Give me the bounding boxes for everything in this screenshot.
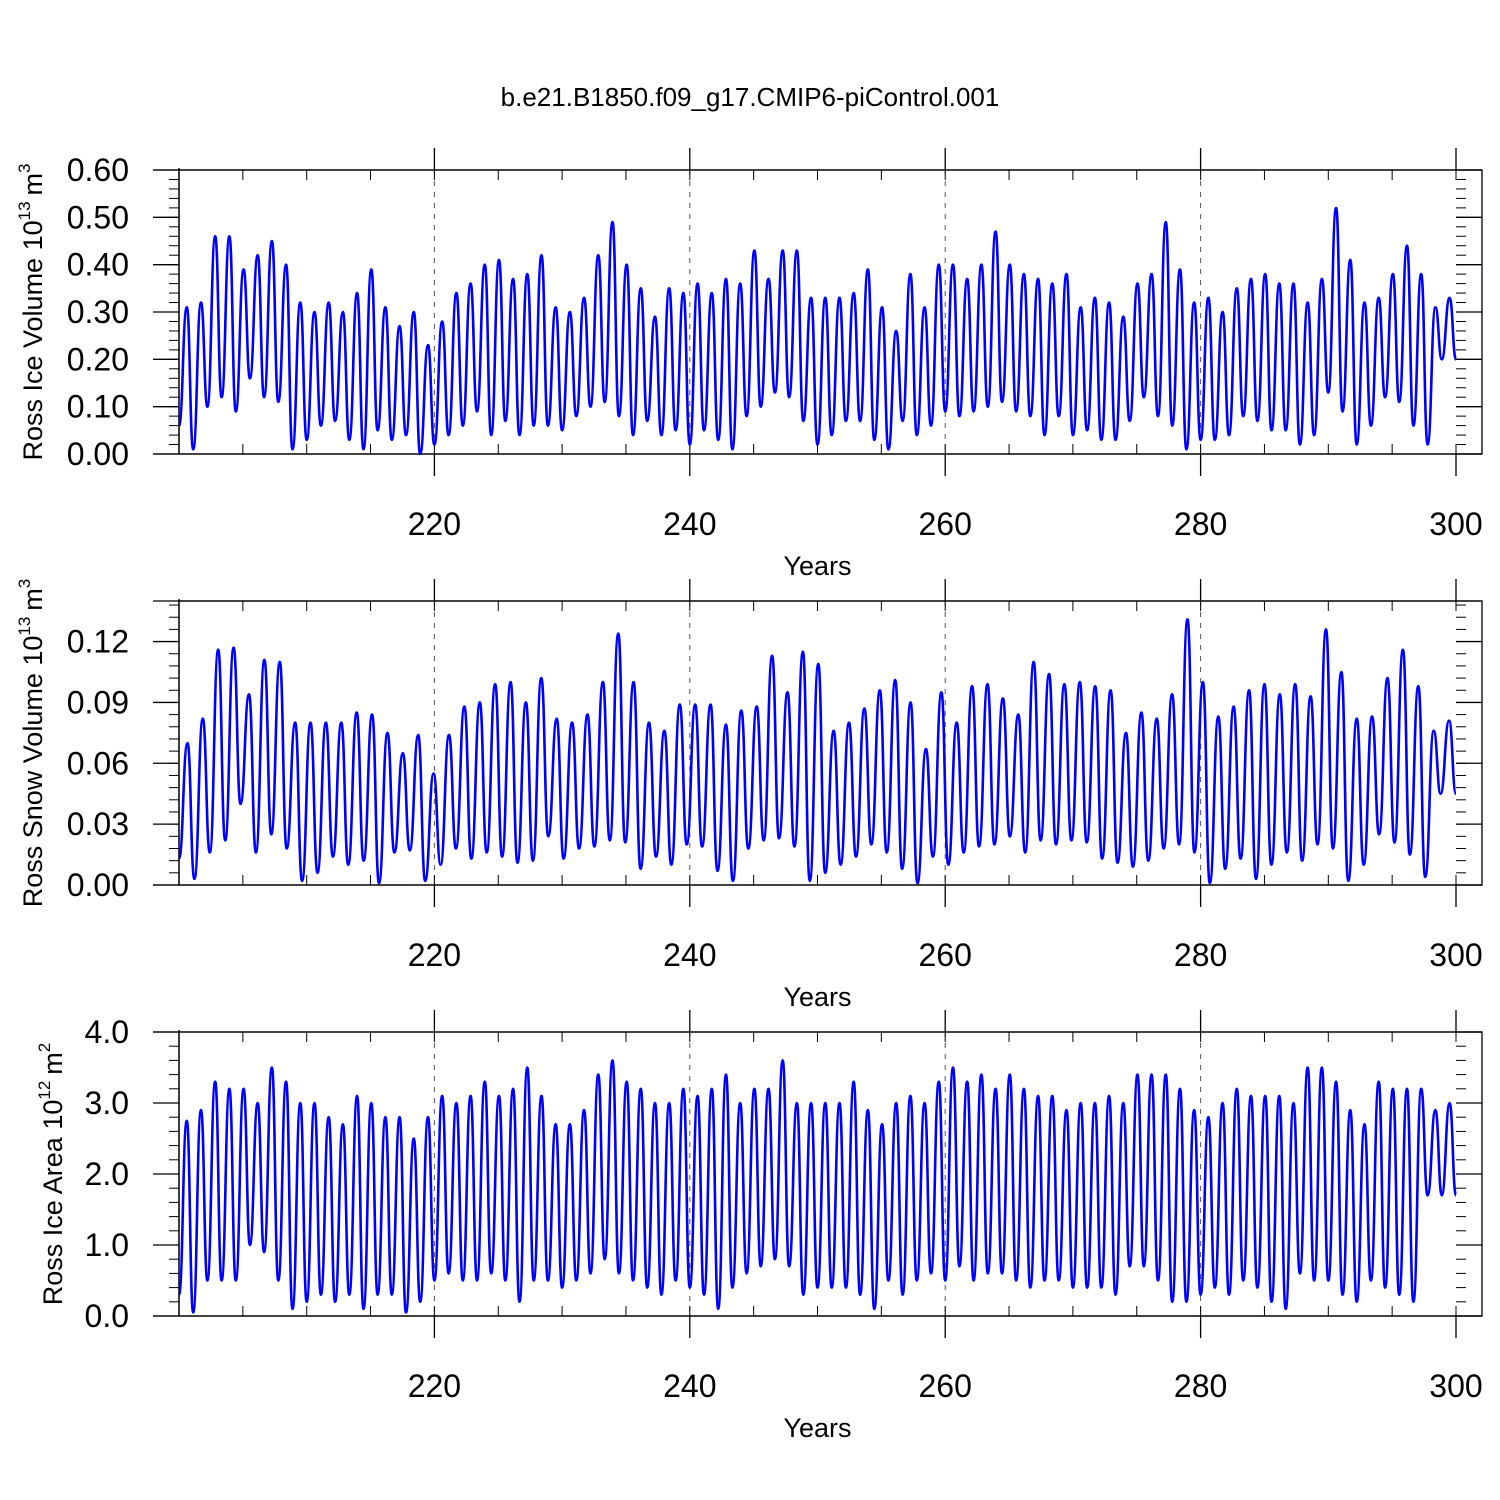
- y-tick-label: 0.40: [67, 247, 129, 283]
- y-tick-label: 0.03: [67, 806, 129, 842]
- series-line-ross-snow-volume: [177, 617, 1458, 885]
- y-tick-label: 0.0: [85, 1298, 129, 1334]
- x-tick-label: 280: [1174, 506, 1227, 542]
- y-tick-label: 0.10: [67, 389, 129, 425]
- x-tick-label: 300: [1429, 1368, 1482, 1404]
- x-tick-label: 220: [408, 1368, 461, 1404]
- y-axis-label: Ross Snow Volume 1013m3: [15, 579, 48, 908]
- panel-1: 220 240 260 280 300 0.00 0.10 0.20 0.30 0.40 0.50 0…: [15, 148, 1483, 581]
- x-tick-label: 260: [919, 1368, 972, 1404]
- y-tick-label: 0.30: [67, 294, 129, 330]
- x-tick-label: 220: [408, 506, 461, 542]
- y-tick-label: 0.09: [67, 684, 129, 720]
- x-tick-label: 260: [919, 937, 972, 973]
- panel-2: 220 240 260 280 300 0.00 0.03 0.06 0.09 0.12 Years…: [15, 579, 1483, 1012]
- x-tick-label: 280: [1174, 937, 1227, 973]
- y-tick-label: 0.00: [67, 867, 129, 903]
- x-tick-label: 220: [408, 937, 461, 973]
- x-tick-label: 300: [1429, 937, 1482, 973]
- panel-3: 220 240 260 280 300 0.0 1.0 2.0 3.0 4.0 Years Ross …: [35, 1010, 1483, 1443]
- x-tick-label: 240: [663, 506, 716, 542]
- y-tick-label: 0.06: [67, 745, 129, 781]
- x-tick-label: 280: [1174, 1368, 1227, 1404]
- y-tick-label: 2.0: [85, 1156, 129, 1192]
- series-line-ross-ice-volume: [177, 206, 1458, 456]
- y-tick-label: 0.12: [67, 624, 129, 660]
- y-tick-label: 0.00: [67, 436, 129, 472]
- panels: 220 240 260 280 300 0.00 0.10 0.20 0.30 0.40 0.50 0…: [15, 148, 1483, 1443]
- x-axis-label: Years: [783, 982, 851, 1012]
- x-axis-label: Years: [783, 1413, 851, 1443]
- y-tick-label: 3.0: [85, 1085, 129, 1121]
- y-tick-label: 0.50: [67, 199, 129, 235]
- y-axis-label: Ross Ice Area 1012m2: [35, 1043, 68, 1306]
- figure-title: b.e21.B1850.f09_g17.CMIP6-piControl.001: [501, 82, 1000, 112]
- x-axis-label: Years: [783, 551, 851, 581]
- y-tick-label: 0.60: [67, 152, 129, 188]
- y-tick-label: 0.20: [67, 341, 129, 377]
- x-tick-label: 240: [663, 937, 716, 973]
- x-tick-label: 300: [1429, 506, 1482, 542]
- x-tick-label: 260: [919, 506, 972, 542]
- x-tick-label: 240: [663, 1368, 716, 1404]
- y-tick-label: 4.0: [85, 1014, 129, 1050]
- series-line-ross-ice-area: [177, 1059, 1458, 1314]
- y-axis-label: Ross Ice Volume 1013m3: [15, 163, 48, 460]
- y-tick-label: 1.0: [85, 1227, 129, 1263]
